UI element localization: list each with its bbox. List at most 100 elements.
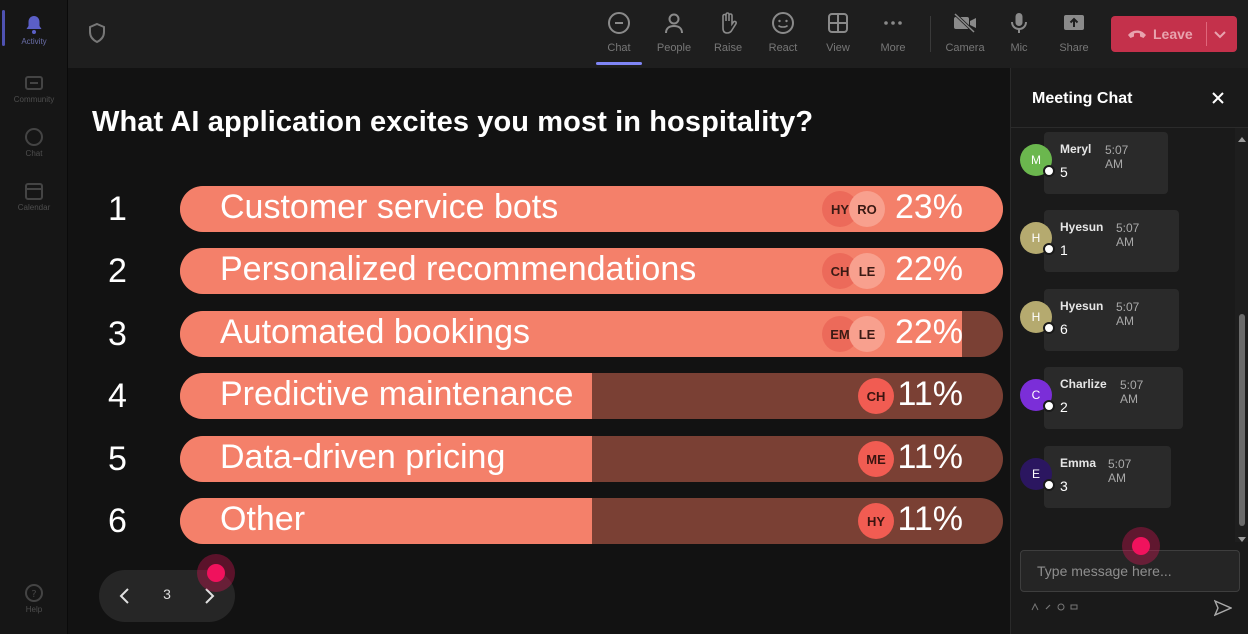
chat-scrollbar[interactable] <box>1235 128 1248 542</box>
rail-label: Calendar <box>17 203 51 212</box>
presence-status-icon <box>1043 243 1055 255</box>
chat-label: Chat <box>607 42 631 54</box>
poll-option-row: 6 Other HY 11% <box>68 496 1010 544</box>
option-percent: 22% <box>894 250 963 288</box>
chat-icon <box>606 10 632 36</box>
view-label: View <box>826 42 850 54</box>
option-label: Other <box>220 500 306 538</box>
option-number: 6 <box>108 502 127 540</box>
more-label: More <box>880 42 906 54</box>
meeting-chat-panel: Meeting Chat M Meryl 5:07 AM 5 H Hyesun 5:07 A… <box>1010 68 1248 634</box>
page-navigator: 3 <box>99 570 235 622</box>
scroll-down-arrow-icon[interactable] <box>1238 530 1246 542</box>
rail-item-help[interactable]: ? Help <box>0 574 68 626</box>
chevron-down-icon[interactable] <box>1212 26 1228 42</box>
leave-label: Leave <box>1153 26 1193 42</box>
emoji-icon <box>770 10 796 36</box>
rail-label: Chat <box>25 149 43 158</box>
message-time: 5:07 AM <box>1116 300 1140 328</box>
react-label: React <box>768 42 798 54</box>
sender-name: Charlize <box>1060 377 1107 391</box>
option-percent: 22% <box>894 313 963 351</box>
react-button[interactable]: React <box>757 10 809 60</box>
result-bar-fill <box>180 436 592 482</box>
gif-icon[interactable] <box>1070 603 1078 611</box>
chevron-left-icon[interactable] <box>115 586 135 606</box>
option-number: 4 <box>108 377 127 415</box>
more-button[interactable]: More <box>867 10 919 60</box>
presence-status-icon <box>1043 322 1055 334</box>
click-indicator <box>1122 527 1160 565</box>
calendar-icon <box>23 180 45 202</box>
people-button[interactable]: People <box>648 10 700 60</box>
rail-item-chat[interactable]: Chat <box>0 118 68 170</box>
view-button[interactable]: View <box>812 10 864 60</box>
hang-up-icon <box>1127 27 1147 41</box>
presence-status-icon <box>1043 165 1055 177</box>
voter-avatar: RO <box>849 191 885 227</box>
option-label: Predictive maintenance <box>220 375 574 413</box>
message-text: 5 <box>1060 164 1068 180</box>
chat-icon <box>23 126 45 148</box>
option-number: 5 <box>108 440 127 478</box>
result-bar-fill <box>180 498 592 544</box>
chat-title: Meeting Chat <box>1032 90 1133 107</box>
sender-name: Hyesun <box>1060 299 1104 313</box>
message-bubble <box>1044 210 1179 272</box>
chat-button[interactable]: Chat <box>593 10 645 60</box>
shield-icon <box>86 22 108 44</box>
message-time: 5:07 AM <box>1105 143 1129 171</box>
rail-item-community[interactable]: Community <box>0 64 68 116</box>
raise-label: Raise <box>713 42 743 54</box>
message-text: 2 <box>1060 399 1068 415</box>
bell-icon <box>23 14 45 36</box>
message-text: 6 <box>1060 321 1068 337</box>
voter-avatar: CH <box>858 378 894 414</box>
raise-hand-icon <box>715 10 741 36</box>
avatar: E <box>1020 458 1052 490</box>
emoji-icon[interactable] <box>1057 603 1065 611</box>
rail-active-indicator <box>2 10 5 46</box>
rail-item-calendar[interactable]: Calendar <box>0 172 68 224</box>
page-number: 3 <box>163 586 171 602</box>
message-bubble <box>1044 289 1179 351</box>
rail-item-activity[interactable]: Activity <box>0 6 68 58</box>
result-bar-fill <box>180 373 592 419</box>
poll-option-row: 5 Data-driven pricing ME 11% <box>68 434 1010 482</box>
microphone-icon <box>1006 10 1032 36</box>
camera-button[interactable]: Camera <box>939 10 991 60</box>
option-label: Personalized recommendations <box>220 250 697 288</box>
share-label: Share <box>1059 42 1089 54</box>
message-bubble <box>1044 132 1168 194</box>
chevron-right-icon[interactable] <box>199 586 219 606</box>
message-bubble <box>1044 367 1183 429</box>
send-icon[interactable] <box>1213 599 1233 617</box>
presence-status-icon <box>1043 479 1055 491</box>
share-button[interactable]: Share <box>1048 10 1100 60</box>
option-label: Data-driven pricing <box>220 438 506 476</box>
scroll-thumb[interactable] <box>1239 314 1245 526</box>
message-text: 1 <box>1060 242 1068 258</box>
option-number: 3 <box>108 315 127 353</box>
message-text: 3 <box>1060 478 1068 494</box>
mic-button[interactable]: Mic <box>993 10 1045 60</box>
message-time: 5:07 AM <box>1108 457 1132 485</box>
option-percent: 11% <box>897 500 963 538</box>
poll-stage: What AI application excites you most in … <box>68 68 1010 634</box>
sender-name: Emma <box>1060 456 1097 470</box>
app-rail: Activity Community Chat Calendar ? Help <box>0 0 68 634</box>
raise-button[interactable]: Raise <box>702 10 754 60</box>
leave-button[interactable]: Leave <box>1111 16 1237 52</box>
message-time: 5:07 AM <box>1116 221 1140 249</box>
scroll-up-arrow-icon[interactable] <box>1238 131 1246 142</box>
attach-icon[interactable] <box>1044 603 1052 611</box>
sender-name: Hyesun <box>1060 220 1104 234</box>
format-icon[interactable] <box>1031 603 1039 611</box>
share-screen-icon <box>1061 10 1087 36</box>
camera-label: Camera <box>945 42 985 54</box>
help-icon: ? <box>23 582 45 604</box>
close-icon[interactable] <box>1210 90 1226 106</box>
voter-avatar: LE <box>849 316 885 352</box>
voter-avatar: HY <box>858 503 894 539</box>
